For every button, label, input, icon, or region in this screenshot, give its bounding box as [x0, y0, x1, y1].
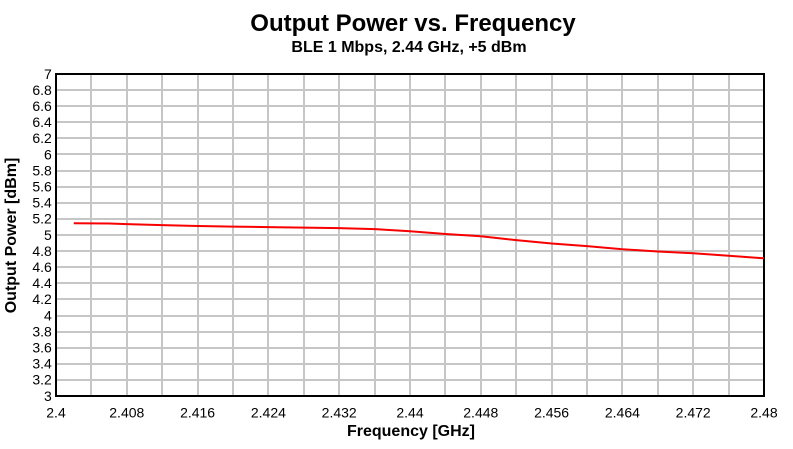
svg-text:7: 7 — [44, 66, 52, 82]
svg-text:2.424: 2.424 — [251, 405, 286, 421]
svg-text:3: 3 — [44, 388, 52, 404]
svg-text:2.456: 2.456 — [534, 405, 569, 421]
svg-text:2.44: 2.44 — [396, 405, 423, 421]
svg-text:2.4: 2.4 — [46, 405, 66, 421]
svg-text:5.2: 5.2 — [32, 211, 52, 227]
svg-text:4.2: 4.2 — [32, 291, 52, 307]
svg-text:6: 6 — [44, 146, 52, 162]
svg-text:5: 5 — [44, 227, 52, 243]
svg-text:5.6: 5.6 — [32, 179, 52, 195]
svg-text:6.2: 6.2 — [32, 130, 52, 146]
svg-text:3.8: 3.8 — [32, 323, 52, 339]
svg-text:3.2: 3.2 — [32, 372, 52, 388]
svg-text:2.448: 2.448 — [463, 405, 498, 421]
svg-text:Output Power [dBm]: Output Power [dBm] — [3, 158, 20, 314]
svg-text:6.8: 6.8 — [32, 82, 52, 98]
svg-text:3.6: 3.6 — [32, 340, 52, 356]
svg-text:5.4: 5.4 — [32, 195, 52, 211]
svg-text:3.4: 3.4 — [32, 356, 52, 372]
svg-text:4.6: 4.6 — [32, 259, 52, 275]
svg-text:Output Power vs. Frequency: Output Power vs. Frequency — [250, 10, 576, 37]
svg-text:2.432: 2.432 — [322, 405, 357, 421]
svg-text:4.8: 4.8 — [32, 243, 52, 259]
svg-text:2.416: 2.416 — [180, 405, 215, 421]
svg-text:2.408: 2.408 — [109, 405, 144, 421]
svg-text:4: 4 — [44, 307, 52, 323]
svg-text:2.464: 2.464 — [605, 405, 640, 421]
svg-text:2.48: 2.48 — [750, 405, 777, 421]
svg-text:BLE 1 Mbps, 2.44 GHz, +5 dBm: BLE 1 Mbps, 2.44 GHz, +5 dBm — [291, 39, 526, 56]
svg-text:6.6: 6.6 — [32, 98, 52, 114]
svg-text:5.8: 5.8 — [32, 162, 52, 178]
svg-text:6.4: 6.4 — [32, 114, 52, 130]
svg-text:4.4: 4.4 — [32, 275, 52, 291]
svg-text:Frequency [GHz]: Frequency [GHz] — [347, 423, 475, 440]
svg-text:2.472: 2.472 — [676, 405, 711, 421]
